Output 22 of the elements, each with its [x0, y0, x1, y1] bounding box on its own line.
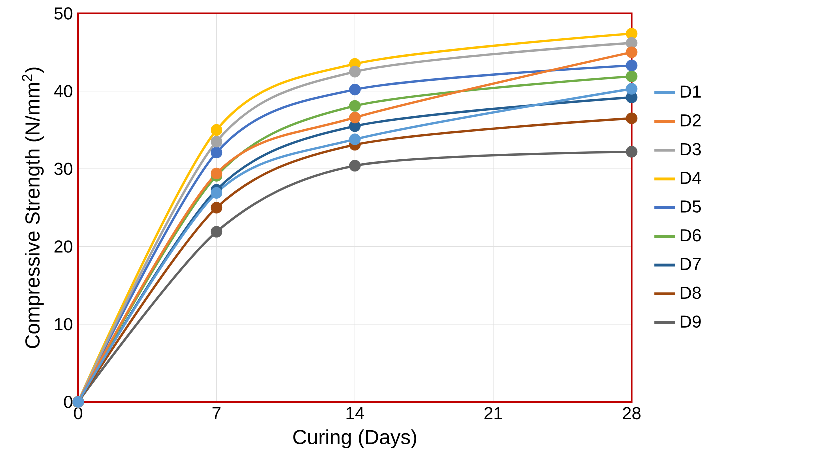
x-tick-label: 7 [212, 407, 221, 420]
x-tick-label: 21 [484, 407, 502, 420]
legend-label: D9 [680, 316, 701, 328]
legend-label: D1 [680, 86, 701, 98]
y-tick-label: 30 [54, 162, 73, 176]
legend-label: D8 [680, 286, 702, 299]
legend-label: D4 [680, 172, 702, 184]
y-tick-label: 10 [55, 318, 73, 330]
x-tick-label: 0 [74, 407, 83, 420]
y-axis-title: Compressive Strength (N/mm$^{2}$) [22, 68, 44, 348]
x-tick-label: 28 [623, 407, 641, 420]
x-axis-title: Curing (Days) [294, 429, 416, 448]
y-tick-label: 20 [54, 240, 73, 253]
legend-label: D6 [680, 229, 702, 242]
legend-label: D5 [680, 200, 702, 213]
x-tick-label: 14 [346, 407, 364, 420]
legend-label: D2 [680, 114, 701, 126]
legend-label: D3 [680, 143, 702, 156]
y-tick-label: 0 [64, 396, 73, 408]
legend-label: D7 [680, 258, 701, 270]
y-tick-label: 40 [54, 85, 73, 98]
y-tick-label: 50 [54, 7, 73, 20]
